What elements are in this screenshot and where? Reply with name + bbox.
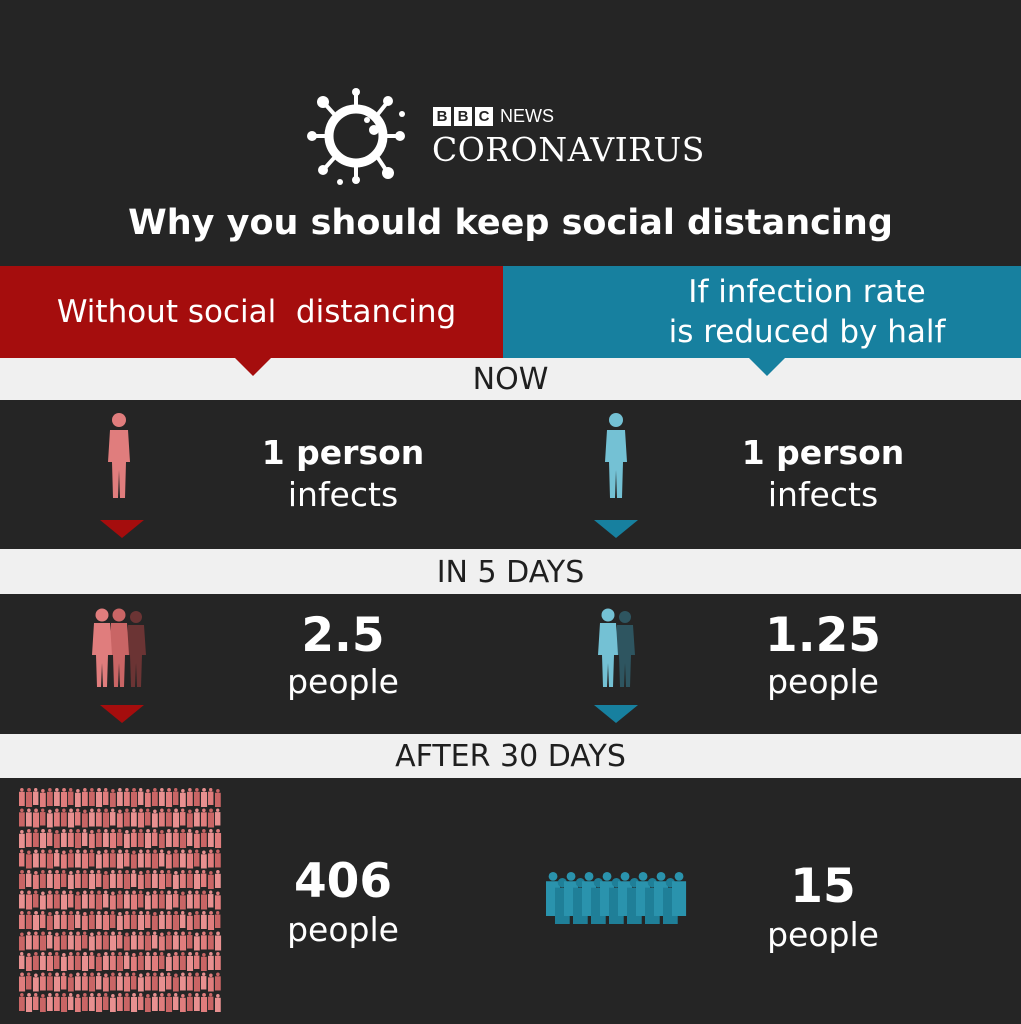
stat-unit: infects <box>767 475 879 514</box>
stat-now-left: 1 person infects <box>233 432 453 516</box>
stage-label-now: NOW <box>0 358 1021 400</box>
stat-5-days-left: 2.5 people <box>233 610 453 702</box>
stat-unit: people <box>767 662 879 701</box>
coronavirus-icon <box>307 88 405 185</box>
stat-number: 1 person <box>261 433 425 472</box>
stat-number: 2.5 <box>301 608 385 663</box>
stat-unit: people <box>767 915 879 954</box>
stat-5-days-right: 1.25 people <box>713 610 933 702</box>
bbc-letter: B <box>454 107 472 126</box>
person-icon <box>108 413 130 498</box>
bbc-letter: C <box>475 107 493 126</box>
triangle-down-icon <box>594 520 638 538</box>
triangle-down-icon <box>100 520 144 538</box>
stat-30-days-left: 406 people <box>233 855 453 951</box>
page-title: Why you should keep social distancing <box>128 203 893 243</box>
crowd-icon <box>19 788 222 1012</box>
scenario-left-header: Without social distancing <box>0 266 503 358</box>
person-group-icon <box>598 608 635 687</box>
bbc-news-logo: B B C NEWS <box>433 106 554 127</box>
person-icon <box>605 413 627 498</box>
crowd-icon <box>546 872 687 924</box>
triangle-down-icon <box>594 705 638 723</box>
stat-unit: people <box>287 662 399 701</box>
stat-number: 15 <box>790 859 856 914</box>
triangle-down-icon <box>749 358 785 376</box>
stat-number: 1 person <box>741 433 905 472</box>
stat-number: 406 <box>293 854 393 909</box>
stat-unit: infects <box>287 475 399 514</box>
bbc-letter: B <box>433 107 451 126</box>
person-group-icon <box>92 608 146 687</box>
triangle-down-icon <box>100 705 144 723</box>
stat-number: 1.25 <box>765 608 881 663</box>
scenario-left-title: Without social distancing <box>56 294 457 330</box>
stat-30-days-right: 15 people <box>713 860 933 956</box>
triangle-down-icon <box>235 358 271 376</box>
news-label: NEWS <box>500 106 554 126</box>
scenario-right-header: If infection rate is reduced by half <box>503 266 1021 358</box>
section-title: CORONAVIRUS <box>432 130 705 169</box>
scenario-right-title-line: If infection rate <box>688 274 926 310</box>
stat-unit: people <box>287 910 399 949</box>
stat-now-right: 1 person infects <box>713 432 933 516</box>
scenario-right-title-line: is reduced by half <box>668 314 946 350</box>
stage-label-5-days: IN 5 DAYS <box>0 549 1021 594</box>
stage-label-30-days: AFTER 30 DAYS <box>0 734 1021 778</box>
